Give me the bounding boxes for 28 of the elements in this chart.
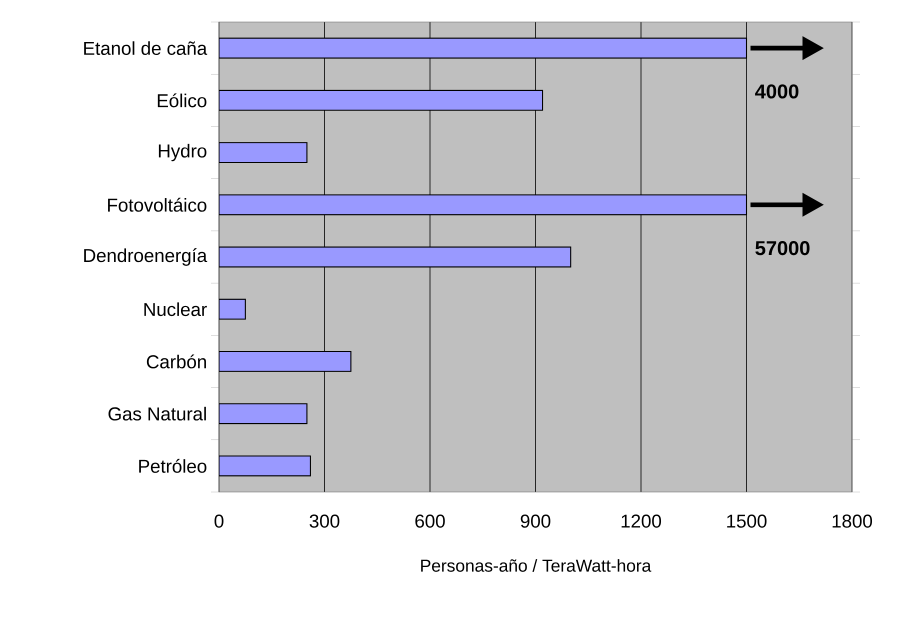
y-tick-label: Petróleo bbox=[139, 458, 206, 473]
bar bbox=[219, 455, 311, 476]
y-tick-label: Eólico bbox=[158, 93, 206, 108]
annotation: 57000 bbox=[755, 241, 810, 256]
y-tick-label: Nuclear bbox=[144, 302, 207, 316]
x-tick-label: 1500 bbox=[727, 514, 767, 528]
bar bbox=[219, 350, 352, 372]
x-tick-label: 1800 bbox=[832, 514, 872, 528]
x-axis-title: Personas-año / TeraWatt-hora bbox=[421, 559, 652, 572]
bar bbox=[219, 194, 748, 216]
y-tick-label: Fotovoltáico bbox=[108, 198, 206, 212]
bar bbox=[219, 298, 246, 320]
bar bbox=[219, 403, 308, 424]
y-tick-label: Carbón bbox=[146, 354, 206, 368]
x-tick-label: 300 bbox=[310, 514, 340, 528]
bar bbox=[219, 38, 748, 59]
bar bbox=[219, 246, 572, 268]
x-tick-label: 900 bbox=[520, 514, 550, 528]
x-tick-label: 1200 bbox=[622, 514, 662, 528]
annotation: 4000 bbox=[755, 84, 798, 99]
x-tick-label: 0 bbox=[214, 514, 224, 528]
y-tick-label: Gas Natural bbox=[108, 406, 206, 421]
bar bbox=[219, 90, 544, 111]
y-tick-label: Hydro bbox=[158, 144, 206, 162]
x-tick-label: 600 bbox=[415, 514, 445, 528]
bar bbox=[219, 142, 308, 164]
y-tick-label: Etanol de caña bbox=[84, 41, 208, 55]
y-tick-label: Dendroenergía bbox=[84, 248, 208, 266]
